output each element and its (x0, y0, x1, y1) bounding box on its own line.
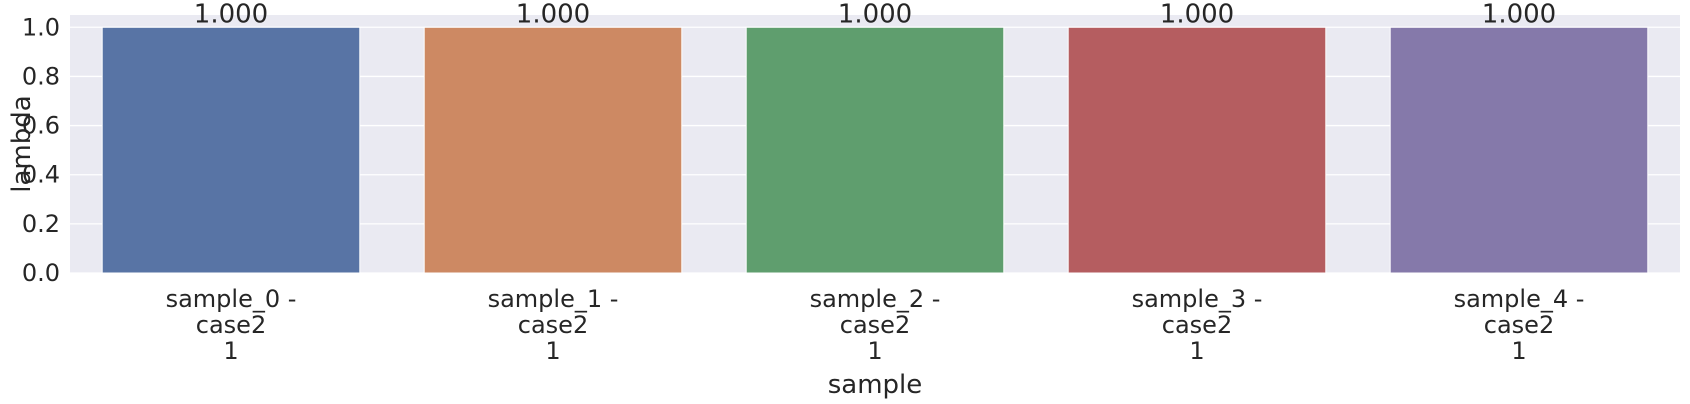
bar-data-label: 1.000 (1482, 0, 1556, 29)
x-tick-label: sample_1 -case2 1 (488, 285, 619, 365)
bar-data-label: 1.000 (1160, 0, 1234, 29)
bar (1067, 26, 1327, 274)
x-tick-labels: sample_0 -case2 1 sample_1 -case2 1 sample_2… (166, 285, 1585, 365)
x-tick-label: sample_0 -case2 1 (166, 285, 297, 365)
y-tick-label: 0.4 (22, 161, 60, 189)
bar (1389, 26, 1649, 274)
bars (101, 26, 1649, 274)
y-axis-title: lambda (7, 95, 37, 192)
bar (101, 26, 361, 274)
x-tick-label: sample_2 -case2 1 (810, 285, 941, 365)
y-tick-labels: 0.0 0.2 0.4 0.6 0.8 1.0 (22, 13, 60, 287)
bar-data-label: 1.000 (838, 0, 912, 29)
y-tick-label: 1.0 (22, 13, 60, 41)
data-labels: 1.000 1.000 1.000 1.000 1.000 (194, 0, 1556, 29)
x-axis-title: sample (828, 370, 923, 400)
y-tick-label: 0.0 (22, 259, 60, 287)
bar (745, 26, 1005, 274)
bar (423, 26, 683, 274)
x-tick-label: sample_4 -case2 1 (1454, 285, 1585, 365)
x-tick-label: sample_3 -case2 1 (1132, 285, 1263, 365)
y-tick-label: 0.6 (22, 112, 60, 140)
bar-data-label: 1.000 (194, 0, 268, 29)
y-tick-label: 0.8 (22, 62, 60, 90)
bar-data-label: 1.000 (516, 0, 590, 29)
y-tick-label: 0.2 (22, 210, 60, 238)
